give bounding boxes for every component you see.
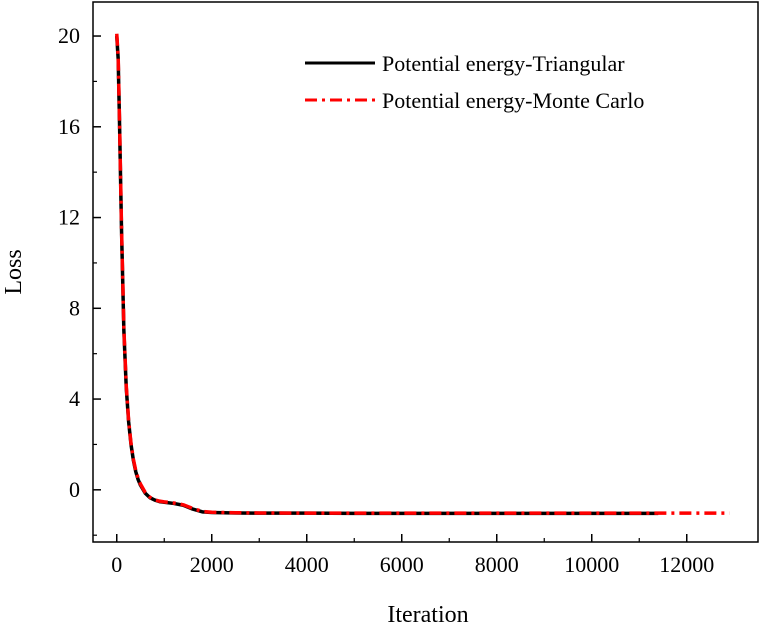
y-tick-label: 4 [69,386,80,411]
series-layer [115,33,730,516]
y-tick-label: 16 [58,114,80,139]
series-line-monte-carlo [115,33,730,515]
legend-label-triangular: Potential energy-Triangular [382,51,625,76]
x-axis-title: Iteration [387,602,468,628]
x-tick-label: 0 [111,552,122,577]
x-tick-label: 12000 [659,552,714,577]
x-tick-label: 8000 [475,552,519,577]
x-tick-label: 6000 [380,552,424,577]
legend: Potential energy-Triangular Potential en… [305,51,644,113]
plot-frame [92,1,759,543]
y-tick-label: 0 [69,477,80,502]
x-tick-label: 2000 [190,552,234,577]
y-tick-label: 20 [58,23,80,48]
y-tick-label: 8 [69,295,80,320]
y-tick-label: 12 [58,205,80,230]
axis-ticks [93,35,688,542]
legend-label-monte-carlo: Potential energy-Monte Carlo [382,88,644,113]
x-tick-label: 4000 [285,552,329,577]
y-axis-title: Loss [1,249,27,294]
axis-tick-labels: 0 2000 4000 6000 8000 10000 12000 0 4 8 12 16 20 [58,23,714,577]
x-tick-label: 10000 [564,552,619,577]
